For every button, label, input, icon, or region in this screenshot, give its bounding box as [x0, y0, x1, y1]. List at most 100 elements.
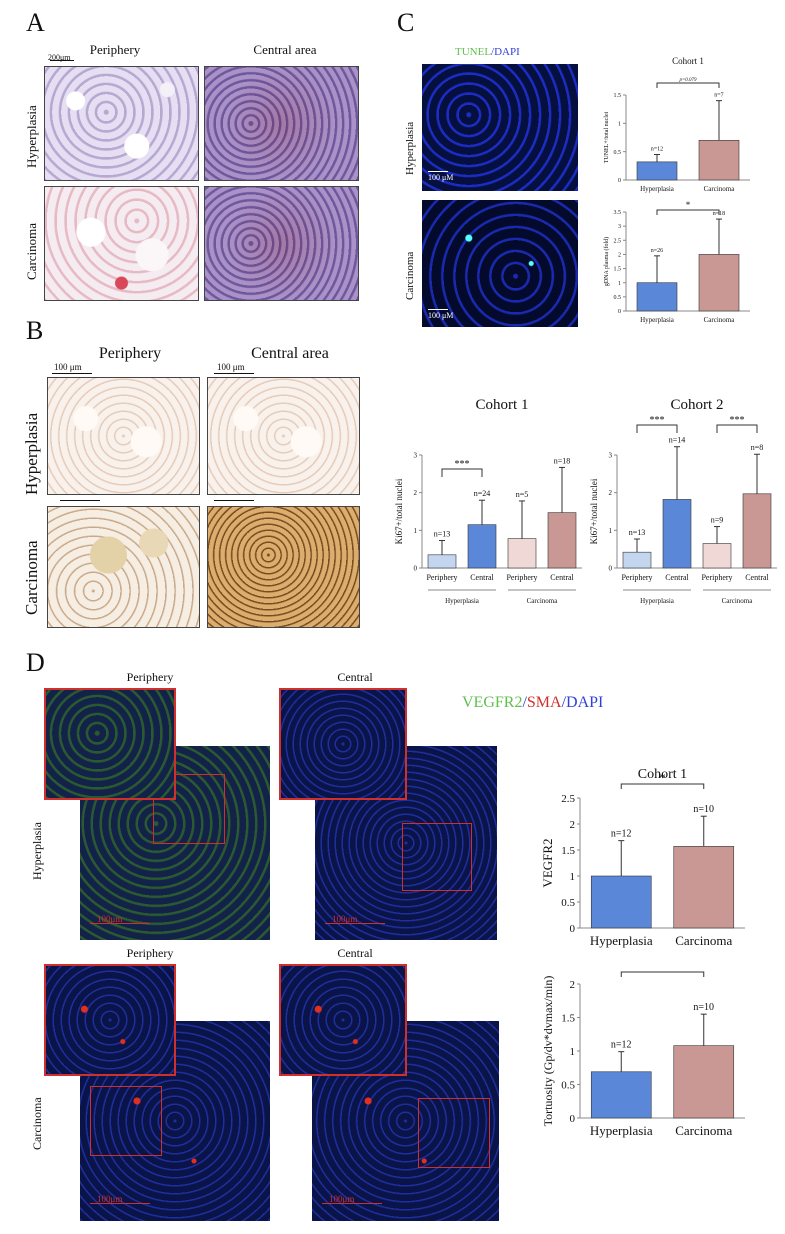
y-tick-label: 2.5	[561, 793, 575, 805]
category-label: Carcinoma	[704, 316, 736, 324]
panel-c-carcinoma-image	[422, 200, 578, 327]
y-tick-label: 0.5	[561, 1079, 575, 1091]
group-label: Hyperplasia	[445, 597, 480, 605]
category-label: Periphery	[621, 573, 652, 582]
bar	[590, 1071, 652, 1119]
y-axis-label: gDNA plasma (fold)	[603, 237, 610, 286]
panel-c-stain-tunel: TUNEL	[455, 46, 492, 58]
n-label: n=14	[669, 436, 686, 445]
y-tick-label: 1	[609, 527, 613, 535]
n-label: n=12	[651, 147, 663, 153]
panel-b-row-carcinoma: Carcinoma	[22, 540, 41, 615]
category-label: Carcinoma	[675, 1123, 732, 1138]
y-tick-label: 1	[414, 527, 418, 535]
panel-a-hyperplasia-central-image	[204, 66, 359, 181]
bar	[547, 512, 577, 569]
y-axis-label: Ki67+/total nuclei	[589, 478, 599, 544]
panel-c-row-carcinoma: Carcinoma	[404, 251, 416, 300]
y-tick-label: 0	[618, 178, 621, 184]
category-label: Carcinoma	[675, 933, 732, 948]
panel-c-scale-bar-2	[428, 309, 448, 310]
chart-c-tunel: Cohort 1 0 0.5 1 1.5 TUNEL+/total nuclei n=12 H…	[604, 56, 750, 193]
panel-a-scale-label: 200μm	[48, 53, 71, 62]
y-axis-label: Tortuosity (Gp/dv*dvmax/min)	[541, 976, 555, 1127]
panel-d-hyperplasia-periphery-inset	[44, 688, 176, 800]
panel-c-scale-bar-1	[428, 171, 448, 172]
y-tick-label: 2	[570, 819, 576, 831]
significance-bracket	[620, 971, 705, 977]
y-tick-label: 0	[609, 564, 613, 572]
y-tick-label: 3	[414, 451, 418, 459]
panel-d-col-central-2: Central	[337, 946, 373, 960]
panel-d-col-central-1: Central	[337, 670, 373, 684]
panel-a-hyperplasia-periphery-image	[44, 66, 199, 181]
y-tick-label: 2	[618, 253, 621, 259]
panel-d-legend-sma: SMA	[526, 694, 562, 711]
category-label: Hyperplasia	[640, 316, 675, 324]
n-label: n=9	[711, 516, 724, 525]
panel-b-divider-1	[60, 500, 100, 501]
panel-d-carcinoma-periphery-inset	[44, 964, 176, 1076]
y-axis-label: VEGFR2	[540, 838, 555, 887]
panel-d-scale-label-4: 100μm	[329, 1194, 355, 1204]
panel-d-col-periphery-1: Periphery	[126, 670, 174, 684]
n-label: n=5	[516, 490, 529, 499]
chart-b-cohort2: Cohort 2 0 1 2 3 Ki67+/total nuclei n=13 Periph…	[589, 397, 777, 605]
significance-label: *	[686, 200, 691, 210]
bar	[507, 538, 537, 569]
category-label: Periphery	[701, 573, 732, 582]
panel-d-letter: D	[26, 648, 45, 677]
y-tick-label: 1	[618, 121, 621, 127]
bar	[742, 493, 772, 569]
y-tick-label: 2.5	[614, 238, 622, 244]
category-label: Periphery	[506, 573, 537, 582]
n-label: n=12	[611, 829, 632, 840]
panel-d-scale-bar-4	[322, 1203, 382, 1204]
panel-d-hyperplasia-central-inset	[279, 688, 407, 800]
significance-label: ***	[455, 459, 470, 470]
panel-b-col-central: Central area	[251, 345, 329, 362]
y-tick-label: 1	[570, 1046, 576, 1058]
panel-d-legend-vegfr2: VEGFR2	[462, 694, 523, 711]
panel-d-carcinoma-periphery-roi	[90, 1086, 162, 1156]
panel-c-row-hyperplasia: Hyperplasia	[404, 121, 416, 175]
category-label: Hyperplasia	[640, 185, 675, 193]
panel-a-row-carcinoma: Carcinoma	[24, 222, 39, 280]
panel-d-hyperplasia-periphery-roi	[153, 774, 225, 844]
panel-d-scale-label-1: 100μm	[97, 914, 123, 924]
panel-b-scale-bar-1	[52, 373, 92, 374]
panel-b-hyperplasia-central-image	[207, 377, 360, 495]
significance-label: *	[659, 968, 666, 973]
bar	[590, 875, 652, 929]
significance-bracket	[716, 424, 758, 433]
panel-c-stain-legend: TUNEL/DAPI	[455, 46, 520, 58]
panel-c-stain-dapi: DAPI	[494, 46, 520, 58]
panel-d-carcinoma-central-roi	[418, 1098, 490, 1168]
y-tick-label: 3	[609, 451, 613, 459]
bar	[636, 282, 678, 312]
panel-d-scale-bar-1	[90, 923, 150, 924]
n-label: n=12	[611, 1040, 632, 1051]
panel-d-stain-legend: VEGFR2/SMA/DAPI	[462, 694, 603, 712]
significance-bracket	[620, 783, 705, 789]
bar	[427, 554, 457, 569]
panel-d-scale-label-2: 100μm	[332, 914, 358, 924]
bar	[702, 543, 732, 569]
category-label: Periphery	[426, 573, 457, 582]
panel-b-divider-2	[214, 500, 254, 501]
category-label: Central	[665, 573, 689, 582]
panel-b-scale-label-1: 100 μm	[54, 362, 82, 372]
y-tick-label: 0.5	[614, 150, 622, 156]
y-tick-label: 1.5	[614, 93, 622, 99]
panel-d-scale-bar-2	[325, 923, 385, 924]
category-label: Central	[550, 573, 574, 582]
y-axis-label: TUNEL+/total nuclei	[604, 111, 610, 163]
y-tick-label: 1	[618, 281, 621, 287]
panel-d-scale-label-3: 100μm	[97, 1194, 123, 1204]
chart-d-vegfr2: Cohort 1 0 0.5 1 1.5 2 2.5 VEGFR2 n=12 Hyperplasi…	[540, 767, 745, 948]
group-label: Hyperplasia	[640, 597, 675, 605]
panel-d-legend-slash-2: /	[561, 694, 567, 711]
chart-c-gdna: 0 0.5 1 1.5 2 2.5 3 3.5 gDNA plasma (fold) n=26 Hy…	[603, 200, 750, 324]
significance-bracket	[441, 468, 483, 477]
panel-a-col-periphery: Periphery	[89, 42, 141, 57]
